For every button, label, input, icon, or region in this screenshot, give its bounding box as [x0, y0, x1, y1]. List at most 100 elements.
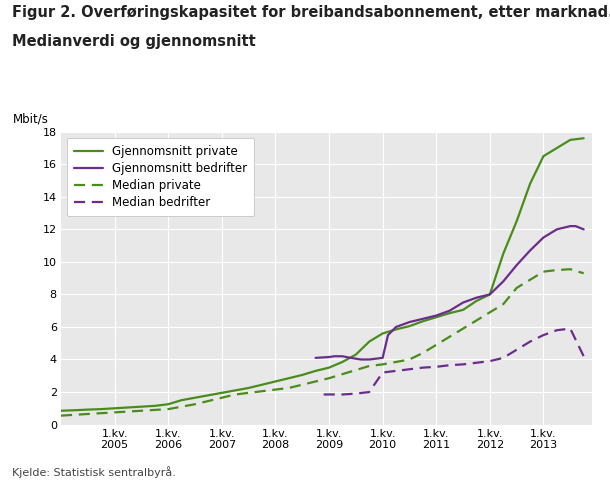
Median private [325, 375, 332, 381]
Median bedrifter [419, 365, 426, 370]
Median bedrifter [392, 368, 400, 374]
Gjennomsnitt bedrifter [379, 355, 386, 361]
Median bedrifter [379, 369, 386, 375]
Median private [205, 398, 212, 404]
Gjennomsnitt bedrifter [500, 279, 507, 285]
Gjennomsnitt bedrifter [567, 223, 574, 229]
Gjennomsnitt bedrifter [339, 353, 346, 359]
Median private [245, 390, 253, 396]
Median private [406, 357, 413, 363]
Gjennomsnitt bedrifter [357, 357, 365, 363]
Gjennomsnitt private [84, 407, 92, 412]
Median private [218, 395, 226, 401]
Gjennomsnitt private [580, 135, 587, 141]
Median private [272, 386, 279, 392]
Gjennomsnitt bedrifter [432, 313, 440, 319]
Text: Figur 2. Overføringskapasitet for breibandsabonnement, etter marknad.: Figur 2. Overføringskapasitet for breiba… [12, 5, 610, 20]
Median private [178, 404, 185, 409]
Gjennomsnitt private [339, 359, 346, 365]
Median private [473, 318, 480, 324]
Median bedrifter [432, 364, 440, 370]
Median private [526, 277, 534, 283]
Median private [312, 379, 319, 385]
Median bedrifter [553, 327, 561, 333]
Median bedrifter [352, 391, 359, 397]
Gjennomsnitt bedrifter [446, 308, 453, 314]
Gjennomsnitt private [312, 368, 319, 374]
Median private [419, 350, 426, 356]
Median private [57, 413, 65, 419]
Gjennomsnitt private [486, 291, 493, 297]
Gjennomsnitt private [272, 379, 279, 385]
Median bedrifter [567, 325, 574, 331]
Gjennomsnitt bedrifter [331, 353, 338, 359]
Line: Gjennomsnitt bedrifter: Gjennomsnitt bedrifter [315, 226, 584, 360]
Gjennomsnitt private [178, 397, 185, 403]
Gjennomsnitt bedrifter [553, 226, 561, 232]
Gjennomsnitt private [151, 403, 159, 409]
Median private [339, 371, 346, 377]
Median bedrifter [473, 360, 480, 366]
Line: Median private: Median private [61, 269, 584, 416]
Median bedrifter [486, 358, 493, 364]
Median private [192, 401, 199, 407]
Gjennomsnitt bedrifter [312, 355, 319, 361]
Gjennomsnitt bedrifter [325, 354, 332, 360]
Median bedrifter [500, 355, 507, 361]
Median private [379, 362, 386, 367]
Gjennomsnitt bedrifter [352, 356, 359, 362]
Median private [285, 385, 292, 391]
Gjennomsnitt private [526, 181, 534, 187]
Gjennomsnitt bedrifter [540, 235, 547, 241]
Gjennomsnitt bedrifter [419, 316, 426, 322]
Median private [553, 267, 561, 273]
Median private [98, 410, 105, 416]
Median private [540, 269, 547, 275]
Gjennomsnitt bedrifter [473, 295, 480, 301]
Median private [138, 408, 145, 414]
Median bedrifter [513, 347, 520, 353]
Gjennomsnitt private [205, 392, 212, 398]
Gjennomsnitt private [513, 218, 520, 224]
Median private [232, 391, 239, 397]
Median bedrifter [540, 332, 547, 338]
Gjennomsnitt private [432, 314, 440, 320]
Median private [567, 266, 574, 272]
Median bedrifter [325, 391, 332, 397]
Gjennomsnitt private [285, 375, 292, 381]
Gjennomsnitt bedrifter [580, 226, 587, 232]
Gjennomsnitt bedrifter [365, 357, 373, 363]
Gjennomsnitt private [540, 153, 547, 159]
Median bedrifter [365, 389, 373, 395]
Line: Median bedrifter: Median bedrifter [324, 328, 584, 394]
Median bedrifter [580, 353, 587, 359]
Gjennomsnitt private [192, 395, 199, 401]
Gjennomsnitt private [245, 385, 253, 391]
Gjennomsnitt private [473, 298, 480, 304]
Median private [298, 382, 306, 387]
Median bedrifter [339, 391, 346, 397]
Median private [392, 359, 400, 365]
Gjennomsnitt private [98, 406, 105, 412]
Line: Gjennomsnitt private: Gjennomsnitt private [61, 138, 584, 411]
Gjennomsnitt private [567, 137, 574, 143]
Gjennomsnitt private [352, 352, 359, 358]
Median private [500, 301, 507, 307]
Median bedrifter [526, 339, 534, 345]
Gjennomsnitt private [124, 405, 132, 410]
Gjennomsnitt private [57, 408, 65, 414]
Median private [352, 367, 359, 373]
Gjennomsnitt private [446, 310, 453, 316]
Gjennomsnitt private [325, 365, 332, 370]
Median private [580, 270, 587, 276]
Gjennomsnitt private [553, 145, 561, 151]
Median private [259, 388, 266, 394]
Gjennomsnitt private [392, 326, 400, 332]
Text: Kjelde: Statistisk sentralbyrå.: Kjelde: Statistisk sentralbyrå. [12, 467, 176, 478]
Gjennomsnitt private [406, 323, 413, 329]
Gjennomsnitt bedrifter [392, 324, 400, 330]
Gjennomsnitt private [419, 318, 426, 324]
Median private [446, 334, 453, 340]
Text: Mbit/s: Mbit/s [13, 113, 49, 126]
Median bedrifter [446, 362, 453, 368]
